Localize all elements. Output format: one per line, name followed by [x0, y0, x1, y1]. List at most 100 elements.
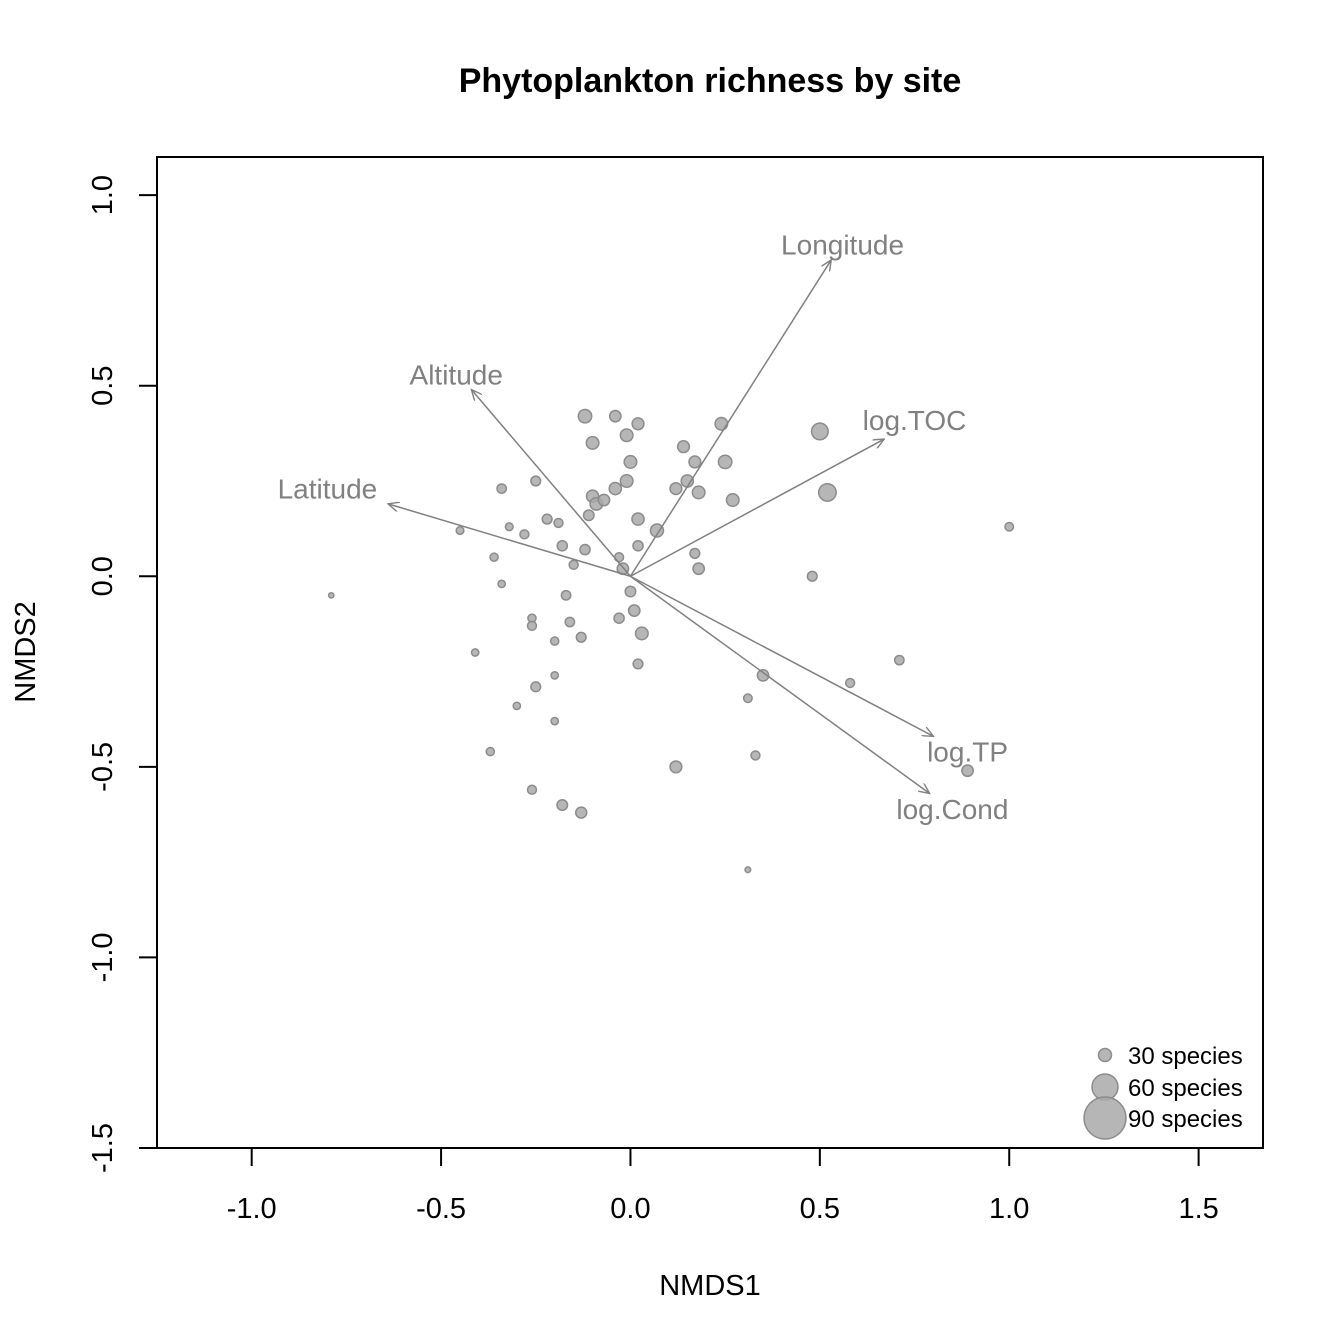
site-point — [577, 408, 593, 424]
site-point — [689, 547, 701, 560]
site-point — [627, 604, 641, 618]
site-point — [744, 866, 752, 874]
x-axis-label: NMDS1 — [659, 1270, 761, 1302]
vector-label-altitude: Altitude — [410, 359, 503, 390]
site-point — [553, 517, 564, 529]
site-point — [613, 612, 625, 625]
site-point — [619, 473, 634, 489]
size-legend: 30 species 60 species 90 species — [1083, 1043, 1243, 1140]
site-point — [632, 539, 644, 552]
site-point — [756, 668, 770, 682]
legend-symbol — [1097, 1047, 1113, 1063]
site-point — [530, 475, 542, 487]
site-point — [526, 784, 538, 795]
y-axis-label: NMDS2 — [10, 601, 42, 703]
site-point — [504, 522, 514, 532]
site-point — [631, 512, 645, 526]
site-point — [560, 589, 572, 601]
y-tick-label: -1.0 — [87, 932, 119, 982]
site-point — [564, 616, 576, 628]
site-point — [585, 435, 600, 450]
site-point — [556, 539, 569, 552]
site-point — [608, 481, 623, 496]
vector-arrow-altitude — [471, 390, 632, 577]
points-layer — [327, 408, 1015, 874]
y-tick-label: 1.0 — [87, 175, 119, 215]
site-point — [597, 493, 611, 507]
y-axis: -1.5 -1.0 -0.5 0.0 0.5 1.0 — [87, 175, 158, 1173]
site-point — [750, 750, 761, 761]
site-point — [485, 746, 496, 757]
site-point — [574, 806, 588, 819]
y-tick-label: 0.0 — [87, 556, 119, 596]
vector-arrow-log-tp — [630, 575, 933, 736]
site-point — [519, 529, 530, 540]
site-point — [806, 570, 818, 582]
site-point — [327, 591, 335, 599]
site-point — [669, 760, 683, 774]
site-point — [742, 693, 753, 704]
site-point — [582, 509, 595, 522]
site-point — [549, 636, 560, 646]
site-point — [550, 670, 560, 680]
site-point — [579, 543, 591, 556]
legend-label: 30 species — [1128, 1043, 1243, 1070]
site-point — [568, 559, 579, 571]
site-point — [512, 701, 522, 711]
site-point — [844, 677, 856, 689]
site-point — [676, 440, 691, 454]
site-point — [624, 585, 637, 598]
site-point — [691, 485, 706, 500]
site-point — [623, 454, 638, 469]
x-tick-label: 0.5 — [800, 1193, 840, 1225]
site-point — [725, 493, 740, 508]
site-point — [530, 681, 542, 693]
site-point — [692, 562, 706, 576]
x-tick-label: -1.0 — [227, 1193, 277, 1225]
vector-label-log-cond: log.Cond — [896, 794, 1008, 825]
y-tick-label: -1.5 — [87, 1123, 119, 1173]
x-tick-label: 1.5 — [1178, 1193, 1218, 1225]
site-point — [634, 626, 649, 641]
plot-frame — [156, 156, 1264, 1149]
site-point — [810, 422, 829, 441]
legend-symbol — [1091, 1073, 1119, 1101]
x-axis: -1.0 -0.5 0.0 0.5 1.0 1.5 — [227, 1147, 1219, 1225]
site-point — [631, 417, 645, 431]
vector-arrow-log-toc — [630, 439, 884, 577]
legend-symbol — [1083, 1096, 1127, 1140]
vector-label-log-tp: log.TP — [927, 737, 1008, 768]
site-point — [649, 523, 665, 538]
legend-label: 60 species — [1128, 1075, 1243, 1102]
vector-arrow-latitude — [388, 504, 631, 577]
site-point — [556, 798, 569, 811]
site-point — [550, 716, 560, 726]
site-point — [717, 454, 733, 470]
x-tick-label: -0.5 — [416, 1193, 466, 1225]
site-point — [575, 631, 587, 643]
site-point — [632, 658, 644, 670]
y-tick-label: 0.5 — [87, 366, 119, 406]
x-tick-label: 1.0 — [989, 1193, 1029, 1225]
legend-label: 90 species — [1128, 1106, 1243, 1133]
site-point — [541, 513, 553, 525]
vectors-layer: Longitude Altitude log.TOC Latitude log.TP lo… — [278, 230, 1009, 825]
vector-label-longitude: Longitude — [781, 230, 904, 261]
site-point — [817, 482, 837, 502]
vector-arrow-longitude — [629, 260, 831, 577]
vector-label-latitude: Latitude — [278, 474, 378, 505]
site-point — [455, 525, 465, 536]
y-tick-label: -0.5 — [87, 742, 119, 792]
site-point — [1004, 521, 1015, 532]
site-point — [714, 416, 729, 431]
site-point — [470, 648, 480, 657]
vector-arrow-log-cond — [630, 575, 929, 793]
site-point — [497, 579, 507, 589]
site-point — [496, 483, 508, 495]
site-point — [608, 409, 622, 423]
site-point — [688, 455, 702, 469]
site-point — [489, 552, 499, 563]
site-point — [526, 620, 538, 632]
x-tick-label: 0.0 — [610, 1193, 650, 1225]
